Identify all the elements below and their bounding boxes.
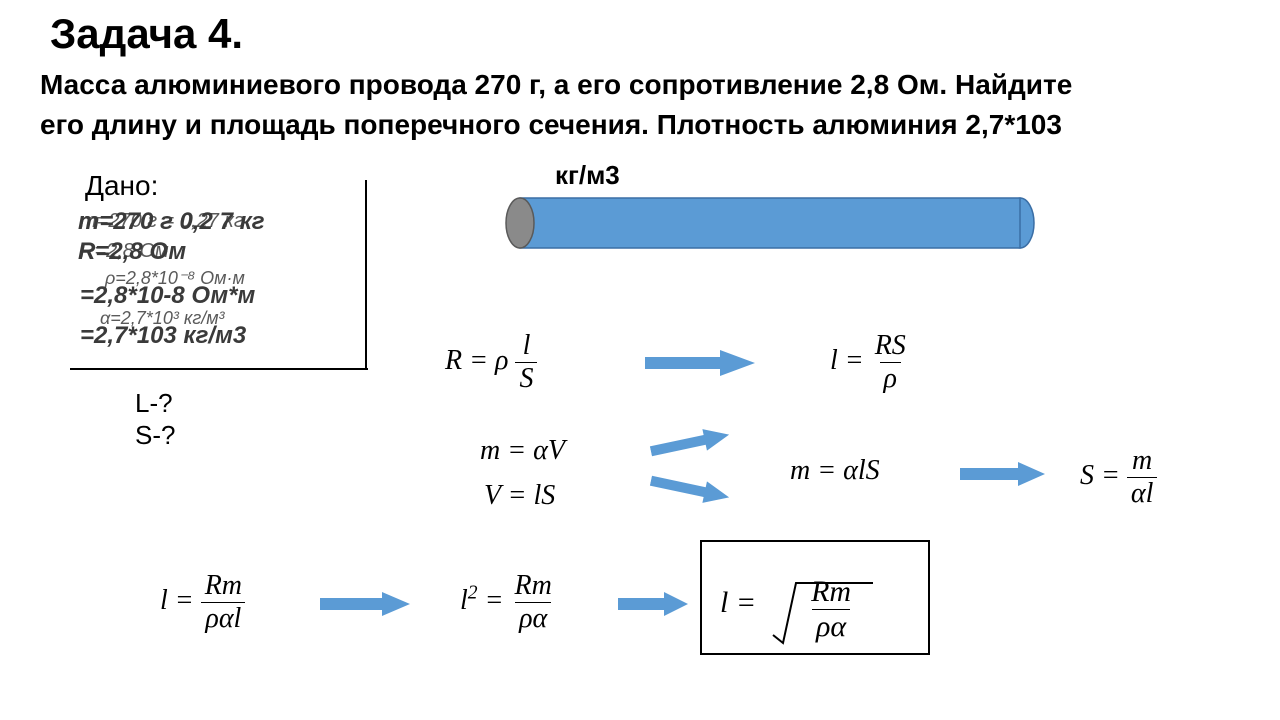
given-alpha-front: =2,7*103 кг/м3 <box>80 322 246 350</box>
find-l: L-? <box>135 388 173 419</box>
problem-line-1: Масса алюминиевого провода 270 г, а его … <box>40 65 1072 104</box>
arrow-6 <box>618 592 688 616</box>
arrow-1 <box>645 350 755 376</box>
formula-m-alphalS: m = αlS <box>790 455 880 487</box>
formula-l-frac1: l = Rm ραl <box>160 570 246 635</box>
wire-cylinder <box>500 195 1040 251</box>
S-var: S <box>1080 460 1094 491</box>
lroot-var: l <box>720 586 728 619</box>
given-divider-horizontal <box>70 368 368 370</box>
R-den: S <box>515 362 537 395</box>
given-m-front: m=270 г 0,2 7 кг <box>78 208 265 236</box>
given-heading: Дано: <box>85 170 158 202</box>
given-rho-front: =2,8*10-8 Ом*м <box>80 282 255 310</box>
arrow-2 <box>649 424 732 462</box>
problem-title: Задача 4. <box>50 10 243 58</box>
problem-line-2: его длину и площадь поперечного сечения.… <box>40 105 1062 144</box>
formula-V-lS: V = lS <box>484 480 555 512</box>
l1-var: l <box>830 345 838 376</box>
formula-m-alphaV: m = αV <box>480 435 565 467</box>
arrow-5 <box>320 592 410 616</box>
lsq-den: ρα <box>515 602 551 635</box>
formula-l-sqrt: l = Rm ρα <box>720 565 933 645</box>
density-unit: кг/м3 <box>555 160 620 191</box>
arrow-3 <box>649 470 732 508</box>
rho-var: ρ <box>495 345 508 376</box>
lroot-num: Rm <box>807 575 855 609</box>
l1-den: ρ <box>880 362 901 395</box>
l1-num: RS <box>871 330 910 362</box>
lsq-var: l <box>460 585 468 616</box>
R-var: R <box>445 345 462 376</box>
lf1-num: Rm <box>201 570 246 602</box>
lsq-sup: 2 <box>468 583 478 604</box>
formula-l-sq: l2 = Rm ρα <box>460 570 556 635</box>
lf1-den: ραl <box>201 602 245 635</box>
formula-R: R = ρ l S <box>445 330 537 395</box>
lf1-var: l <box>160 585 168 616</box>
lroot-den: ρα <box>812 609 850 644</box>
R-num: l <box>519 330 535 362</box>
formula-l1: l = RS ρ <box>830 330 910 395</box>
lsq-num: Rm <box>510 570 555 602</box>
find-s: S-? <box>135 420 175 451</box>
S-num: m <box>1128 445 1156 477</box>
given-r-front: R=2,8 Ом <box>78 238 186 266</box>
S-den: αl <box>1127 477 1157 510</box>
arrow-4 <box>960 462 1045 486</box>
formula-S: S = m αl <box>1080 445 1157 510</box>
given-divider-vertical <box>365 180 367 370</box>
